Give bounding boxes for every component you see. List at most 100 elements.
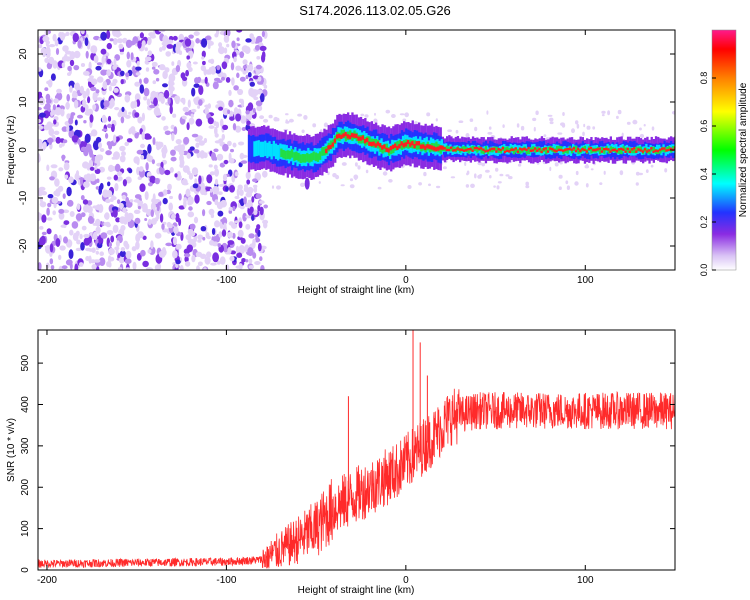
spectrogram-ridge-cell (391, 144, 395, 149)
spectrogram-ridge-cell (312, 151, 315, 161)
spectrogram-noise-blob (100, 31, 107, 41)
spectrogram-ridge-cell (447, 148, 451, 152)
spectrogram-ridge-cell (542, 148, 545, 151)
spectrogram-faint-blob (464, 161, 467, 166)
spectrogram-ridge-cell (577, 147, 580, 151)
spectrogram-faint-blob (576, 123, 580, 129)
spectrogram-noise-blob (65, 101, 70, 110)
spectrogram-noise-blob (216, 153, 224, 161)
spectrogram-noise-blob (206, 174, 213, 184)
spectrogram-noise-blob (241, 154, 248, 158)
snr-series-line (38, 388, 675, 569)
spectrogram-faint-blob (300, 182, 305, 187)
spectrogram-faint-blob (590, 168, 594, 171)
spectrogram-noise-blob (218, 106, 224, 111)
spectrogram-noise-blob (94, 168, 101, 174)
spectrogram-noise-blob (238, 230, 243, 238)
spectrogram-noise-blob (212, 252, 220, 263)
spectrogram-noise-blob (223, 34, 230, 43)
spectrogram-noise-blob (89, 166, 95, 171)
spectrogram-noise-blob (125, 39, 133, 48)
spectrogram-noise-blob (182, 97, 186, 105)
spectrogram-noise-blob (209, 240, 215, 246)
spectrogram-noise-blob (217, 191, 223, 196)
spectrogram-ridge-cell (350, 133, 354, 138)
spectrogram-ridge-cell (389, 146, 392, 151)
spectrogram-noise-blob (252, 107, 256, 114)
spectrogram-noise-blob (171, 213, 176, 220)
spectrogram-noise-blob (44, 87, 49, 91)
spectrogram-ridge-cell (613, 148, 616, 151)
spectrogram-noise-blob (38, 97, 45, 106)
spectrogram-ridge-cell (628, 150, 631, 154)
spectrogram-ridge-cell (325, 148, 328, 154)
spectrogram-noise-blob (152, 193, 156, 203)
spectrogram-ridge-cell (301, 154, 305, 163)
spectrogram-ridge-cell (247, 134, 251, 162)
spectrogram-noise-blob (239, 205, 245, 210)
spectrogram-ridge-cell (291, 149, 294, 158)
spectrogram-ridge-cell (480, 148, 483, 154)
spectrogram-ridge-cell (257, 140, 260, 156)
spectrogram-noise-blob (72, 32, 80, 43)
spectrogram-noise-blob (198, 175, 202, 185)
spectrogram-noise-blob (215, 121, 220, 129)
spectrogram-ridge-cell (570, 148, 573, 151)
spectrogram-noise-blob (162, 83, 168, 88)
spectrogram-noise-blob (56, 88, 62, 94)
spectrogram-noise-blob (198, 85, 204, 96)
spectrogram-noise-blob (133, 100, 138, 109)
spectrogram-noise-blob (194, 194, 200, 204)
spectrogram-ridge-cell (482, 148, 485, 151)
spectrogram-noise-blob (93, 155, 101, 164)
spectrogram-noise-blob (137, 231, 144, 239)
spectrogram-noise-blob (105, 198, 111, 204)
spectrogram-ridge-cell (445, 148, 448, 152)
spectrogram-noise-blob (50, 110, 54, 117)
spectrogram-noise-blob (58, 254, 62, 260)
spectrogram-noise-blob (204, 256, 211, 265)
spectrogram-noise-blob (116, 38, 123, 44)
spectrogram-noise-blob (174, 95, 181, 102)
spectrogram-noise-blob (188, 173, 194, 180)
spectrogram-noise-blob (108, 141, 113, 150)
spectrogram-ridge-cell (519, 148, 522, 154)
spectrogram-noise-blob (156, 112, 162, 116)
spectrogram-ridge-cell (538, 147, 541, 151)
spectrogram-noise-blob (62, 193, 66, 199)
spectrogram-noise-blob (169, 87, 173, 97)
spectrogram-ridge-cell (629, 147, 632, 153)
spectrogram-noise-blob (140, 143, 145, 149)
spectrogram-faint-blob (549, 121, 554, 125)
spectrogram-noise-blob (48, 56, 55, 64)
spectrogram-noise-blob (188, 67, 193, 72)
spectrogram-noise-blob (38, 67, 42, 72)
spectrogram-noise-blob (68, 129, 75, 139)
spectrogram-noise-blob (228, 221, 234, 226)
spectrogram-noise-blob (193, 97, 200, 104)
spectrogram-noise-blob (227, 109, 231, 115)
spectrogram-noise-blob (179, 265, 184, 270)
spectrogram-ridge-cell (641, 150, 644, 153)
spectrogram-noise-blob (46, 44, 50, 53)
spectrogram-noise-blob (146, 153, 151, 162)
spectrogram-noise-blob (135, 72, 141, 76)
spectrogram-ridge-cell (266, 142, 269, 159)
spectrogram-noise-blob (217, 210, 224, 217)
spectrogram-noise-blob (253, 209, 258, 216)
spectrogram-noise-blob (158, 30, 166, 33)
spectrogram-noise-blob (137, 116, 143, 124)
spectrogram-ridge-cell (572, 147, 575, 150)
spectrogram-faint-blob (436, 185, 441, 189)
spectrogram-noise-blob (99, 251, 104, 256)
spectrogram-noise-blob (49, 176, 55, 181)
spectrogram-noise-blob (116, 199, 121, 205)
spectrogram-noise-blob (113, 87, 119, 93)
spectrogram-faint-blob (586, 125, 591, 130)
spectrogram-noise-blob (130, 52, 134, 61)
spectrogram-ridge-cell (458, 148, 461, 151)
spectrogram-noise-blob (193, 234, 198, 243)
spectrogram-noise-blob (140, 249, 146, 257)
spectrogram-noise-blob (91, 264, 97, 270)
spectrogram-ridge-cell (635, 150, 638, 153)
